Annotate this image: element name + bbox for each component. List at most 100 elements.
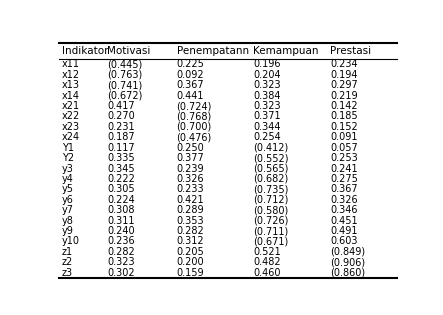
Text: 0.225: 0.225 xyxy=(177,59,205,69)
Text: (0.906): (0.906) xyxy=(330,257,365,267)
Text: 0.282: 0.282 xyxy=(177,226,204,236)
Text: (0.726): (0.726) xyxy=(253,216,289,226)
Text: 0.302: 0.302 xyxy=(107,268,135,278)
Text: Indikator: Indikator xyxy=(62,46,108,56)
Text: 0.236: 0.236 xyxy=(107,237,135,246)
Text: (0.445): (0.445) xyxy=(107,59,142,69)
Text: y9: y9 xyxy=(62,226,74,236)
Text: y7: y7 xyxy=(62,205,74,215)
Text: (0.763): (0.763) xyxy=(107,70,142,80)
Text: 0.326: 0.326 xyxy=(177,174,204,184)
Text: y4: y4 xyxy=(62,174,74,184)
Text: x22: x22 xyxy=(62,112,80,122)
Text: 0.603: 0.603 xyxy=(330,237,358,246)
Text: 0.417: 0.417 xyxy=(107,101,135,111)
Text: 0.521: 0.521 xyxy=(253,247,281,257)
Text: 0.384: 0.384 xyxy=(253,91,281,100)
Text: 0.482: 0.482 xyxy=(253,257,281,267)
Text: 0.323: 0.323 xyxy=(107,257,135,267)
Text: 0.057: 0.057 xyxy=(330,143,358,153)
Text: y8: y8 xyxy=(62,216,74,226)
Text: 0.421: 0.421 xyxy=(177,195,204,205)
Text: 0.323: 0.323 xyxy=(253,101,281,111)
Text: Kemampuan: Kemampuan xyxy=(253,46,319,56)
Text: z3: z3 xyxy=(62,268,73,278)
Text: (0.768): (0.768) xyxy=(177,112,212,122)
Text: 0.344: 0.344 xyxy=(253,122,281,132)
Text: x13: x13 xyxy=(62,80,80,90)
Text: (0.711): (0.711) xyxy=(253,226,288,236)
Text: 0.345: 0.345 xyxy=(107,163,135,174)
Text: 0.224: 0.224 xyxy=(107,195,135,205)
Text: y6: y6 xyxy=(62,195,74,205)
Text: 0.275: 0.275 xyxy=(330,174,358,184)
Text: 0.297: 0.297 xyxy=(330,80,358,90)
Text: 0.240: 0.240 xyxy=(107,226,135,236)
Text: 0.234: 0.234 xyxy=(330,59,358,69)
Text: 0.233: 0.233 xyxy=(177,184,204,194)
Text: Motivasi: Motivasi xyxy=(107,46,150,56)
Text: Prestasi: Prestasi xyxy=(330,46,371,56)
Text: 0.270: 0.270 xyxy=(107,112,135,122)
Text: (0.476): (0.476) xyxy=(177,132,212,142)
Text: 0.185: 0.185 xyxy=(330,112,358,122)
Text: 0.377: 0.377 xyxy=(177,153,204,163)
Text: 0.142: 0.142 xyxy=(330,101,358,111)
Text: (0.565): (0.565) xyxy=(253,163,289,174)
Text: (0.672): (0.672) xyxy=(107,91,142,100)
Text: x23: x23 xyxy=(62,122,80,132)
Text: 0.308: 0.308 xyxy=(107,205,134,215)
Text: 0.091: 0.091 xyxy=(330,132,358,142)
Text: 0.239: 0.239 xyxy=(177,163,204,174)
Text: (0.849): (0.849) xyxy=(330,247,365,257)
Text: x21: x21 xyxy=(62,101,80,111)
Text: (0.860): (0.860) xyxy=(330,268,365,278)
Text: (0.712): (0.712) xyxy=(253,195,289,205)
Text: 0.254: 0.254 xyxy=(253,132,281,142)
Text: z1: z1 xyxy=(62,247,73,257)
Text: 0.200: 0.200 xyxy=(177,257,204,267)
Text: 0.451: 0.451 xyxy=(330,216,358,226)
Text: (0.724): (0.724) xyxy=(177,101,212,111)
Text: (0.682): (0.682) xyxy=(253,174,288,184)
Text: x12: x12 xyxy=(62,70,80,80)
Text: 0.196: 0.196 xyxy=(253,59,281,69)
Text: 0.491: 0.491 xyxy=(330,226,358,236)
Text: (0.735): (0.735) xyxy=(253,184,289,194)
Text: 0.312: 0.312 xyxy=(177,237,204,246)
Text: 0.194: 0.194 xyxy=(330,70,358,80)
Text: 0.092: 0.092 xyxy=(177,70,204,80)
Text: x11: x11 xyxy=(62,59,80,69)
Text: 0.282: 0.282 xyxy=(107,247,135,257)
Text: z2: z2 xyxy=(62,257,73,267)
Text: 0.204: 0.204 xyxy=(253,70,281,80)
Text: 0.460: 0.460 xyxy=(253,268,281,278)
Text: 0.367: 0.367 xyxy=(177,80,204,90)
Text: 0.353: 0.353 xyxy=(177,216,204,226)
Text: 0.253: 0.253 xyxy=(330,153,358,163)
Text: (0.700): (0.700) xyxy=(177,122,212,132)
Text: (0.741): (0.741) xyxy=(107,80,142,90)
Text: (0.552): (0.552) xyxy=(253,153,289,163)
Text: (0.671): (0.671) xyxy=(253,237,288,246)
Text: 0.326: 0.326 xyxy=(330,195,358,205)
Text: 0.323: 0.323 xyxy=(253,80,281,90)
Text: Y1: Y1 xyxy=(62,143,74,153)
Text: 0.367: 0.367 xyxy=(330,184,358,194)
Text: 0.231: 0.231 xyxy=(107,122,135,132)
Text: y10: y10 xyxy=(62,237,80,246)
Text: 0.311: 0.311 xyxy=(107,216,134,226)
Text: 0.441: 0.441 xyxy=(177,91,204,100)
Text: 0.187: 0.187 xyxy=(107,132,135,142)
Text: 0.250: 0.250 xyxy=(177,143,204,153)
Text: (0.580): (0.580) xyxy=(253,205,288,215)
Text: Penempatann: Penempatann xyxy=(177,46,249,56)
Text: 0.159: 0.159 xyxy=(177,268,204,278)
Text: y3: y3 xyxy=(62,163,74,174)
Text: 0.117: 0.117 xyxy=(107,143,135,153)
Text: Y2: Y2 xyxy=(62,153,74,163)
Text: 0.205: 0.205 xyxy=(177,247,204,257)
Text: 0.222: 0.222 xyxy=(107,174,135,184)
Text: y5: y5 xyxy=(62,184,74,194)
Text: 0.219: 0.219 xyxy=(330,91,358,100)
